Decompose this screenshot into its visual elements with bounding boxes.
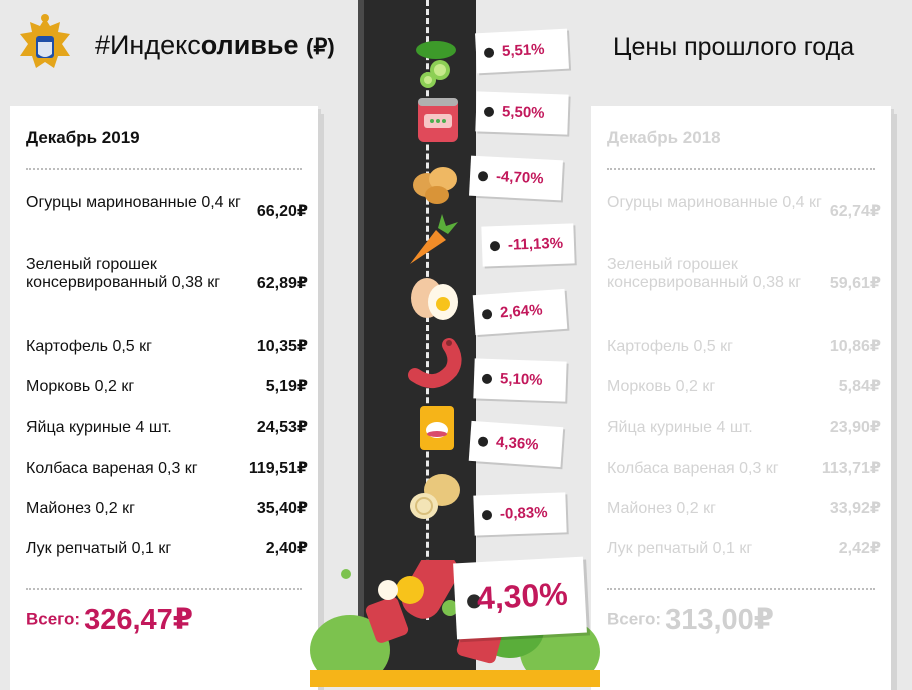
potato-icon bbox=[413, 167, 457, 204]
price-change-tag: 2,64% bbox=[472, 288, 568, 336]
mayonnaise-icon bbox=[420, 406, 454, 450]
receipt-2018: Декабрь 2018 Огурцы маринованные 0,4 кг 6… bbox=[591, 106, 897, 690]
price-change-tag: 4,36% bbox=[468, 420, 564, 468]
coat-of-arms-icon bbox=[20, 14, 70, 68]
receipt-heading: Декабрь 2019 bbox=[26, 128, 140, 147]
road-edge bbox=[358, 0, 366, 687]
carrot-icon bbox=[410, 214, 458, 264]
receipt-heading: Декабрь 2018 bbox=[607, 128, 721, 147]
sausage-icon bbox=[408, 338, 462, 388]
price-change-tag: -11,13% bbox=[481, 223, 575, 267]
price-change-tag: -4,70% bbox=[469, 155, 563, 201]
page-title: #Индексоливье (₽) bbox=[95, 30, 335, 60]
total-2019: Всего: 326,47₽ bbox=[26, 604, 193, 636]
price-change-tag: 5,50% bbox=[475, 91, 569, 135]
price-change-tag: 5,10% bbox=[473, 358, 567, 402]
total-2018: Всего: 313,00₽ bbox=[607, 604, 774, 636]
total-change-tag: 4,30% bbox=[453, 556, 587, 640]
onion-icon bbox=[410, 474, 460, 519]
previous-year-title: Цены прошлого года bbox=[613, 33, 855, 61]
receipt-2019: Декабрь 2019 Огурцы маринованные 0,4 кг 6… bbox=[10, 106, 324, 690]
canned-peas-icon bbox=[418, 98, 458, 142]
pickle-icon bbox=[416, 41, 456, 88]
price-change-tag: -0,83% bbox=[473, 492, 567, 536]
egg-icon bbox=[411, 278, 458, 320]
price-change-tag: 5,51% bbox=[475, 28, 569, 74]
